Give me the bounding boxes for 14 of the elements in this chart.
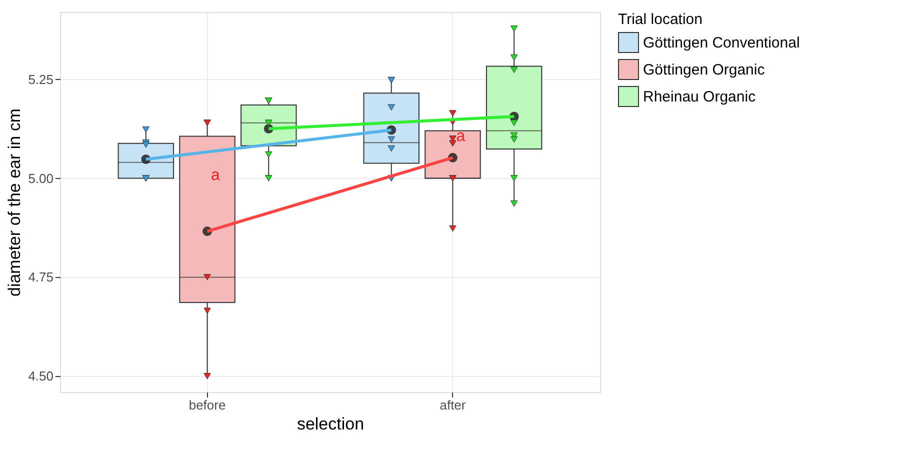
y-axis-title: diameter of the ear in cm xyxy=(5,108,24,297)
y-tick-label: 5.25 xyxy=(28,72,54,87)
x-axis-title: selection xyxy=(296,414,364,434)
annotation: a xyxy=(456,128,466,145)
y-tick-label: 5.00 xyxy=(28,170,54,186)
y-tick-label: 4.50 xyxy=(28,368,54,384)
legend-title: Trial location xyxy=(618,11,702,28)
y-tick-label: 4.75 xyxy=(28,270,54,285)
x-tick-label: after xyxy=(440,398,466,412)
legend-label: Rheinau Organic xyxy=(643,88,756,106)
x-tick-label: before xyxy=(188,398,226,412)
annotation: a xyxy=(210,167,220,184)
legend-label: Göttingen Conventional xyxy=(643,34,800,52)
legend-label: Göttingen Organic xyxy=(643,62,766,78)
